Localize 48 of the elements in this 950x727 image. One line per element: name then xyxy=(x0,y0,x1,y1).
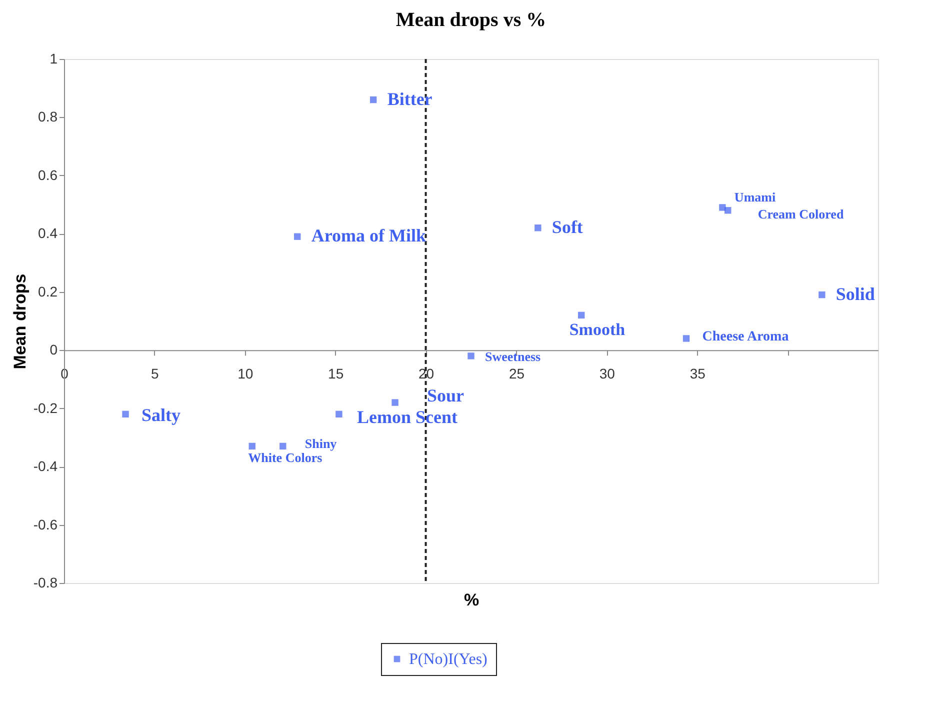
x-tick-label: 10 xyxy=(238,366,254,382)
point xyxy=(534,224,542,232)
y-tick-label: 0.4 xyxy=(38,225,58,242)
x-tick-label: 30 xyxy=(599,366,616,382)
annotation: Cheese Aroma xyxy=(702,329,789,344)
point xyxy=(818,291,826,298)
annotation: White Colors xyxy=(248,450,322,466)
annotation: Soft xyxy=(552,216,583,237)
x-tick-label: 15 xyxy=(328,366,344,382)
point xyxy=(724,207,732,214)
point xyxy=(578,312,585,319)
annotation: Sour xyxy=(427,386,464,406)
y-tick-label: 0.2 xyxy=(38,283,58,300)
y-tick-label: 1 xyxy=(50,50,58,66)
y-tick-label: -0.2 xyxy=(33,400,58,416)
annotation: Bitter xyxy=(387,88,432,109)
y-tick-label: -0.4 xyxy=(33,458,58,474)
annotation: Solid xyxy=(836,284,875,304)
point xyxy=(682,335,690,342)
annotation: Shiny xyxy=(304,436,338,452)
y-tick-label: -0.6 xyxy=(33,516,58,532)
point xyxy=(468,352,474,360)
annotation: Lemon Scent xyxy=(356,407,458,428)
y-tick-label: -0.8 xyxy=(33,574,58,590)
annotation: Umami xyxy=(734,189,776,204)
x-tick-label: 25 xyxy=(508,366,525,382)
annotation: Smooth xyxy=(569,320,626,340)
chart-title: Mean drops vs % xyxy=(396,9,546,31)
point xyxy=(248,442,256,450)
point xyxy=(336,410,342,418)
annotation: Salty xyxy=(142,405,181,426)
x-tick-label: 35 xyxy=(690,366,706,382)
y-tick-label: 0.8 xyxy=(38,108,58,125)
y-tick-label: 0.6 xyxy=(38,166,58,183)
x-tick-label: 5 xyxy=(151,366,160,382)
annotation: Cream Colored xyxy=(758,206,844,222)
legend-label: P(No)I(Yes) xyxy=(409,651,488,668)
point xyxy=(280,442,286,450)
annotation: Aroma of Milk xyxy=(311,226,426,246)
point xyxy=(370,96,377,104)
point xyxy=(294,233,301,240)
y-tick-label: 0 xyxy=(50,342,58,358)
y-axis-title: Mean drops xyxy=(10,274,30,370)
point xyxy=(392,399,398,406)
x-tick-label: 20 xyxy=(418,366,434,382)
point xyxy=(122,410,129,418)
annotation: Sweetness xyxy=(485,348,541,364)
x-axis-title: % xyxy=(464,590,480,610)
